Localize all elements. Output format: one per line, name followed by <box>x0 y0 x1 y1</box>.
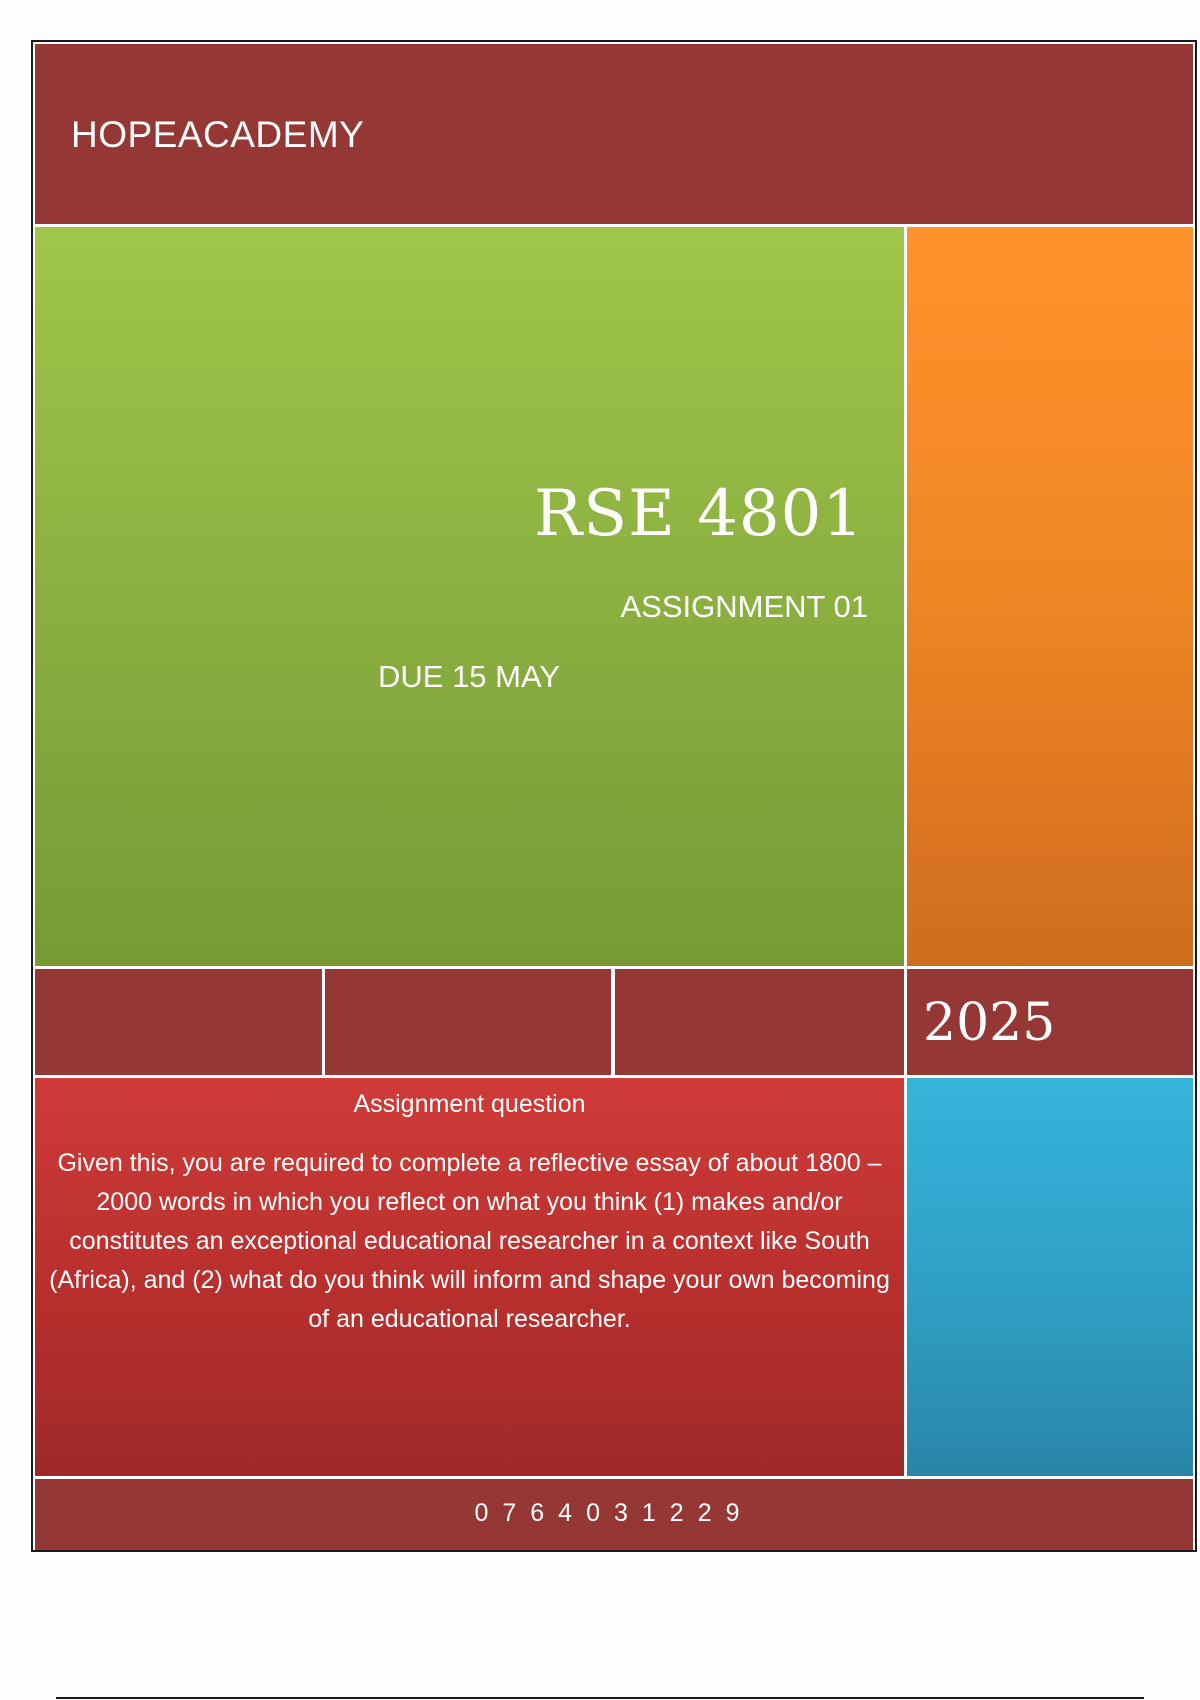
band-cell-2 <box>325 969 611 1075</box>
year-cell: 2025 <box>907 969 1193 1075</box>
question-heading: Assignment question <box>353 1090 586 1118</box>
page-bottom-rule <box>56 1697 1144 1699</box>
orange-accent-panel <box>907 227 1193 966</box>
question-panel: Assignment question Given this, you are … <box>35 1078 904 1476</box>
phone-number: 0764031229 <box>474 1499 754 1527</box>
blue-accent-panel <box>907 1078 1193 1476</box>
header-band: HOPEACADEMY <box>35 44 1193 224</box>
title-panel: RSE 4801 ASSIGNMENT 01 DUE 15 MAY <box>35 227 904 966</box>
due-date: DUE 15 MAY <box>378 659 561 694</box>
assignment-number: ASSIGNMENT 01 <box>620 589 868 624</box>
band-cell-1 <box>35 969 322 1075</box>
organization-name: HOPEACADEMY <box>71 114 365 155</box>
cover-page: HOPEACADEMY RSE 4801 ASSIGNMENT 01 DUE 1… <box>31 40 1197 1552</box>
band-cell-3 <box>615 969 904 1075</box>
footer-band: 0764031229 <box>35 1479 1193 1550</box>
course-code: RSE 4801 <box>534 477 864 551</box>
question-body: Given this, you are required to complete… <box>49 1149 890 1333</box>
year-label: 2025 <box>923 993 1056 1053</box>
